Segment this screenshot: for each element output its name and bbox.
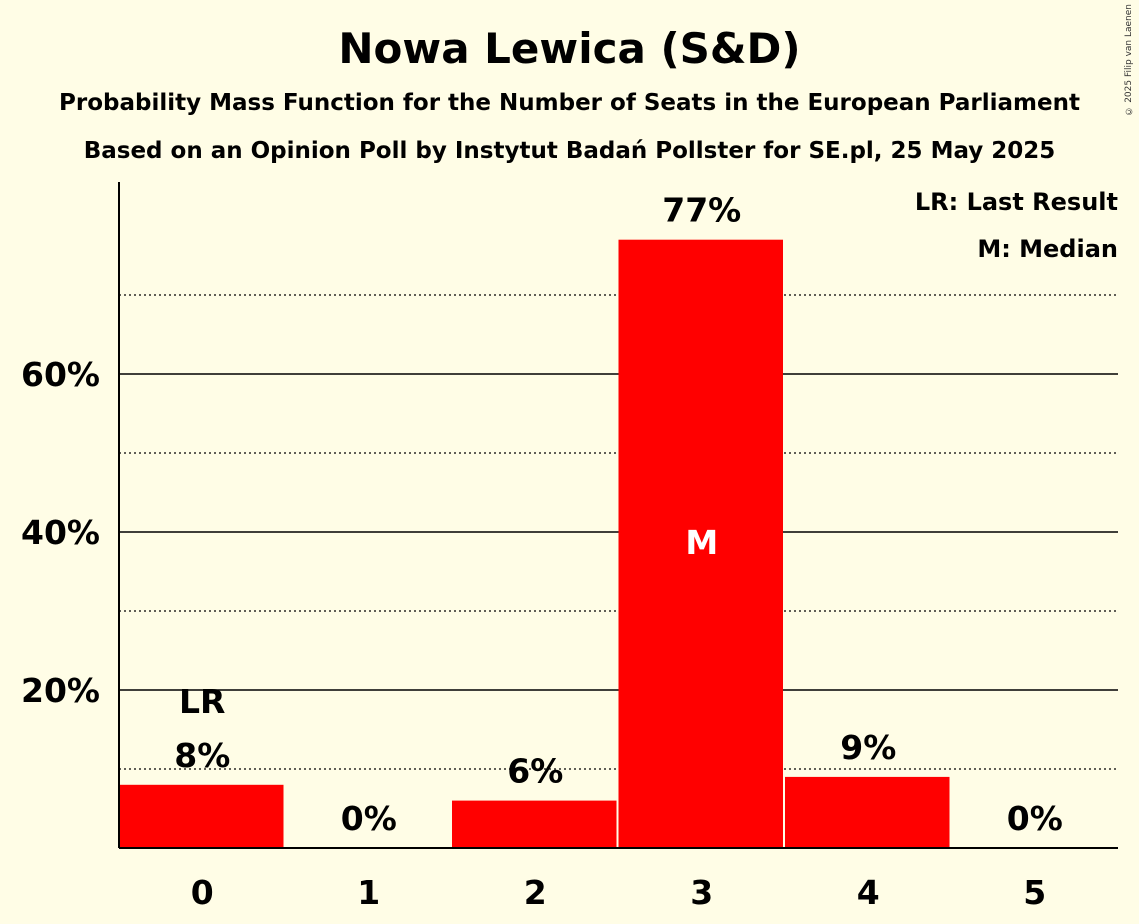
x-tick-label: 0 xyxy=(191,873,214,912)
y-tick-label: 40% xyxy=(21,513,100,552)
axes xyxy=(118,182,1118,849)
value-label-3: 77% xyxy=(662,191,741,230)
bar-seats-0 xyxy=(119,784,284,848)
median-marker: M xyxy=(685,523,718,562)
y-tick-label: 20% xyxy=(21,671,100,710)
x-tick-label: 1 xyxy=(357,873,380,912)
value-label-5: 0% xyxy=(1007,799,1063,838)
bar-seats-2 xyxy=(452,800,617,848)
x-tick-label: 4 xyxy=(857,873,880,912)
x-tick-label: 3 xyxy=(690,873,713,912)
value-label-2: 6% xyxy=(507,752,563,791)
value-label-4: 9% xyxy=(840,728,896,767)
bars xyxy=(119,239,950,848)
legend-median: M: Median xyxy=(977,235,1118,263)
bar-seats-3 xyxy=(618,239,783,848)
chart-subtitle: Probability Mass Function for the Number… xyxy=(59,90,1080,116)
x-tick-label: 2 xyxy=(524,873,547,912)
last-result-marker: LR xyxy=(179,682,225,721)
chart-source-subtitle: Based on an Opinion Poll by Instytut Bad… xyxy=(83,138,1056,164)
x-tick-label: 5 xyxy=(1023,873,1046,912)
y-tick-label: 60% xyxy=(21,355,100,394)
chart-title: Nowa Lewica (S&D) xyxy=(338,24,801,73)
bar-seats-4 xyxy=(785,776,950,848)
legend-last-result: LR: Last Result xyxy=(915,188,1118,216)
value-label-1: 0% xyxy=(341,799,397,838)
value-label-0: 8% xyxy=(174,736,230,775)
